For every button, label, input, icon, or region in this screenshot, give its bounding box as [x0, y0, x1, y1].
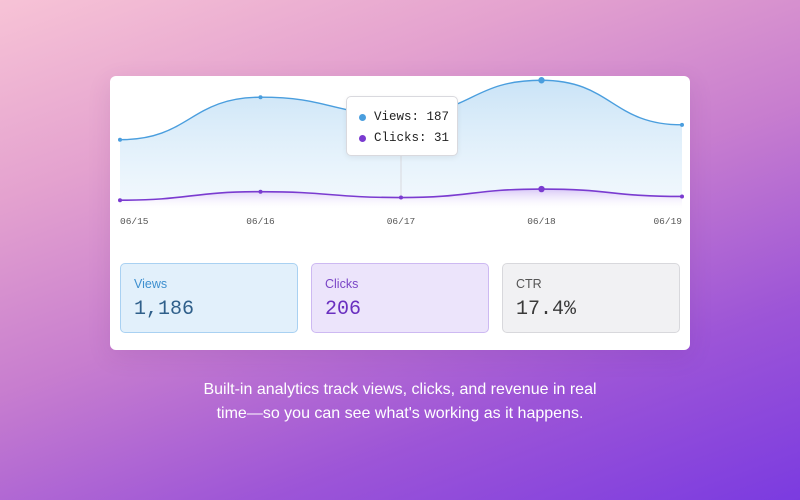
- caption-line-2: time—so you can see what's working as it…: [216, 405, 584, 422]
- views-legend-dot: [359, 113, 366, 121]
- ctr-stat-card[interactable]: CTR 17.4%: [502, 263, 680, 333]
- x-tick-label: 06/15: [120, 216, 149, 227]
- clicks-legend-dot: [359, 134, 366, 142]
- views-point: [680, 122, 684, 127]
- clicks-point: [118, 198, 122, 203]
- views-stat-card[interactable]: Views 1,186: [120, 263, 298, 333]
- views-stat-value: 1,186: [134, 298, 195, 321]
- ctr-stat-value: 17.4%: [516, 298, 577, 321]
- clicks-stat-value: 206: [325, 298, 362, 321]
- tooltip-clicks-text: Clicks: 31: [374, 131, 450, 145]
- chart-tooltip: Views: 187 Clicks: 31: [346, 96, 458, 156]
- views-point: [258, 95, 263, 100]
- ctr-stat-label: CTR: [516, 277, 542, 291]
- clicks-point: [399, 195, 403, 200]
- clicks-stat-label: Clicks: [325, 277, 359, 291]
- x-tick-label: 06/17: [387, 216, 416, 227]
- x-tick-label: 06/19: [653, 216, 682, 227]
- clicks-point: [680, 194, 684, 199]
- clicks-stat-card[interactable]: Clicks 206: [311, 263, 489, 333]
- clicks-point: [258, 189, 263, 194]
- tooltip-views-row: Views: 187: [359, 110, 449, 124]
- analytics-card: 06/15 06/16 06/17 06/18 06/19 Views: 187 Cli…: [110, 76, 690, 350]
- views-stat-label: Views: [134, 277, 168, 291]
- tooltip-views-text: Views: 187: [374, 110, 450, 124]
- tooltip-clicks-row: Clicks: 31: [359, 131, 449, 145]
- clicks-point: [538, 185, 545, 193]
- x-tick-label: 06/16: [246, 216, 275, 227]
- x-tick-label: 06/18: [527, 216, 556, 227]
- feature-caption: Built-in analytics track views, clicks, …: [0, 378, 800, 426]
- views-point: [118, 137, 122, 142]
- views-point: [538, 77, 545, 84]
- caption-line-1: Built-in analytics track views, clicks, …: [203, 381, 597, 398]
